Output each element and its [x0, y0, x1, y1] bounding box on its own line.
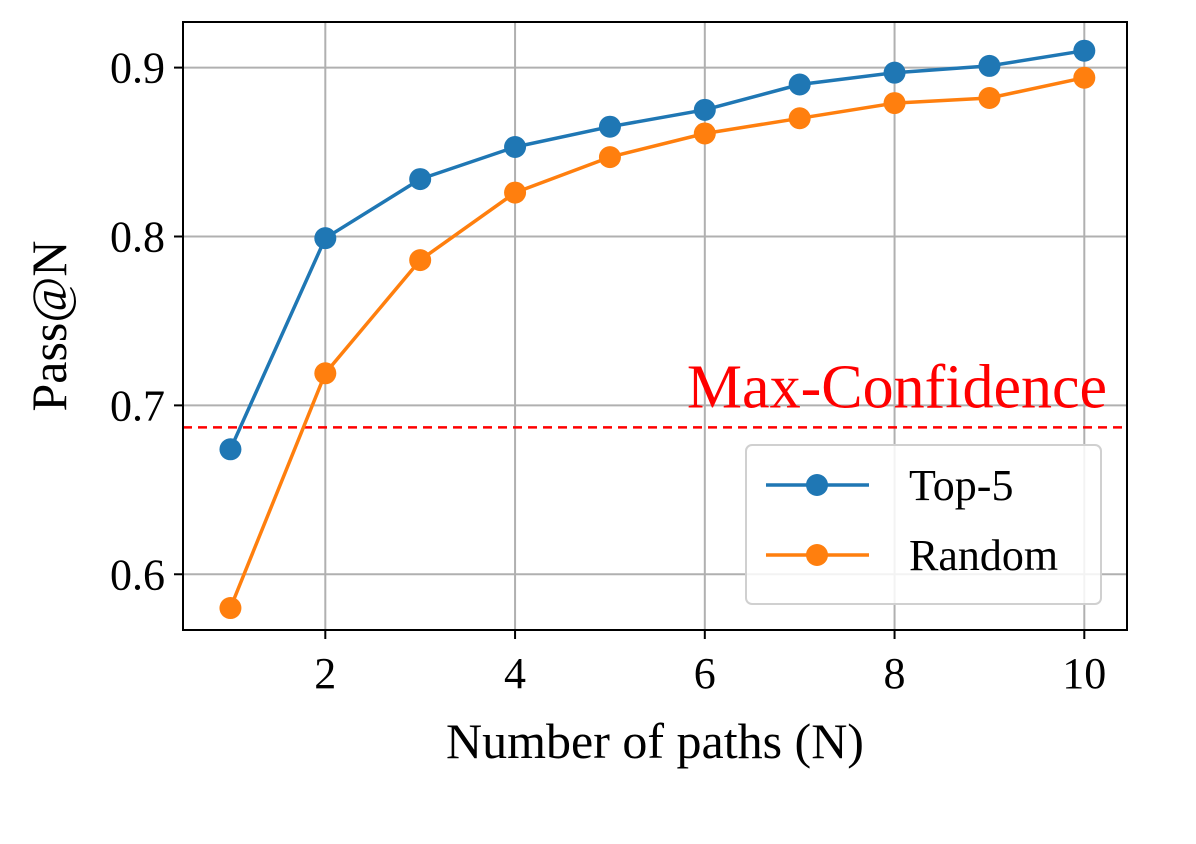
y-tick-label: 0.6 — [110, 550, 165, 599]
x-tick-label: 6 — [694, 649, 716, 698]
data-point-top-5 — [598, 115, 621, 138]
legend-marker-top-5 — [806, 474, 828, 496]
max-confidence-annotation: Max-Confidence — [687, 353, 1107, 421]
series-layer — [219, 39, 1096, 620]
legend-label-random: Random — [909, 531, 1058, 580]
x-tick-label: 2 — [314, 649, 336, 698]
data-point-top-5 — [693, 98, 716, 121]
data-point-random — [883, 92, 906, 115]
data-point-top-5 — [788, 73, 811, 96]
x-tick-label: 4 — [504, 649, 526, 698]
x-tick-label: 8 — [884, 649, 906, 698]
legend-label-top-5: Top-5 — [909, 461, 1013, 510]
data-point-random — [219, 597, 242, 620]
data-point-random — [314, 362, 337, 385]
data-point-top-5 — [409, 168, 432, 191]
y-axis-label: Pass@N — [21, 240, 77, 411]
ticks: 2 4 6 8 10 0.6 0.7 0.8 0.9 — [110, 44, 1106, 698]
y-tick-label: 0.7 — [110, 381, 165, 430]
data-point-top-5 — [883, 61, 906, 84]
data-point-random — [598, 146, 621, 169]
data-point-random — [504, 181, 527, 204]
data-point-random — [1073, 66, 1096, 89]
y-tick-label: 0.8 — [110, 212, 165, 261]
x-tick-label: 10 — [1062, 649, 1106, 698]
data-point-random — [788, 107, 811, 130]
legend: Top-5 Random — [745, 444, 1102, 605]
y-tick-label: 0.9 — [110, 44, 165, 93]
data-point-top-5 — [1073, 39, 1096, 62]
legend-marker-random — [806, 544, 828, 566]
data-point-random — [409, 249, 432, 272]
series-line-random — [228, 75, 1087, 610]
data-point-random — [978, 87, 1001, 109]
series-line-top-5 — [228, 48, 1087, 452]
data-point-top-5 — [504, 135, 527, 158]
data-point-random — [693, 122, 716, 145]
x-axis-label: Number of paths (N) — [446, 713, 864, 769]
data-point-top-5 — [219, 438, 242, 461]
plot-frame — [182, 21, 1128, 631]
data-point-top-5 — [314, 227, 337, 250]
data-point-top-5 — [978, 54, 1001, 77]
